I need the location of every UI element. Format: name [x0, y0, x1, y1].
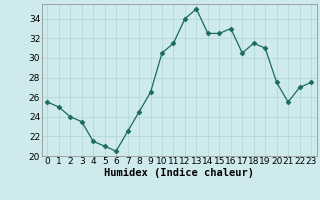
X-axis label: Humidex (Indice chaleur): Humidex (Indice chaleur): [104, 168, 254, 178]
